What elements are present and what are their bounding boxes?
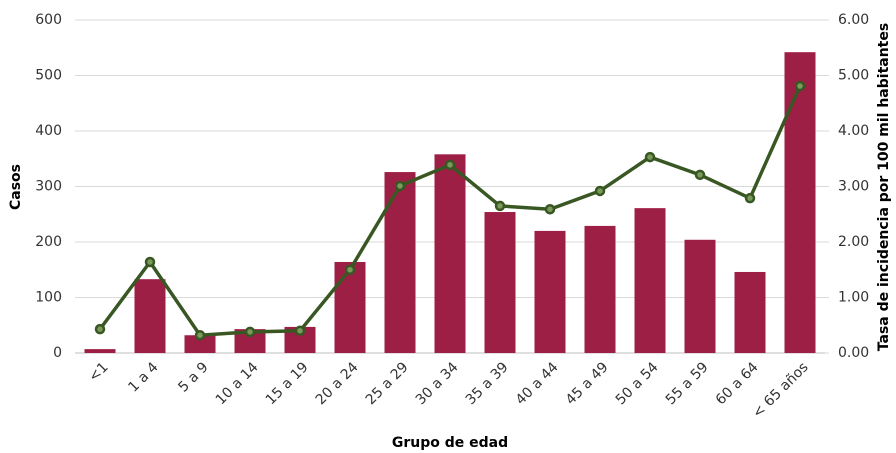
x-tick-label: 10 a 14 bbox=[213, 359, 262, 408]
y-tick-label: 400 bbox=[35, 123, 62, 139]
bar bbox=[634, 208, 666, 353]
bar bbox=[434, 154, 466, 353]
y-tick-label: 600 bbox=[35, 12, 62, 28]
y2-tick-label: 0.00 bbox=[838, 345, 869, 361]
bar bbox=[134, 279, 166, 353]
bar bbox=[234, 329, 266, 353]
y2-tick-label: 3.00 bbox=[838, 179, 869, 195]
x-tick-label: 45 a 49 bbox=[563, 359, 612, 408]
line-marker bbox=[144, 256, 156, 268]
y2-tick-label: 6.00 bbox=[838, 12, 869, 28]
y2-tick-label: 5.00 bbox=[838, 68, 869, 84]
bar bbox=[184, 335, 216, 353]
x-axis-label: Grupo de edad bbox=[392, 435, 508, 451]
y2-tick-label: 2.00 bbox=[838, 234, 869, 250]
line-marker bbox=[494, 200, 506, 212]
line-marker bbox=[594, 185, 606, 197]
bar bbox=[334, 261, 366, 353]
y-tick-label: 500 bbox=[35, 68, 62, 84]
x-tick-label: 5 a 9 bbox=[175, 359, 211, 395]
line-marker bbox=[644, 151, 656, 163]
line-marker bbox=[444, 159, 456, 171]
bar bbox=[534, 230, 566, 353]
x-tick-label: 30 a 34 bbox=[413, 359, 462, 408]
y-tick-label: 300 bbox=[35, 179, 62, 195]
y2-axis-label: Tasa de incidencia por 100 mil habitante… bbox=[876, 23, 892, 351]
bar bbox=[384, 172, 416, 353]
bar bbox=[784, 52, 816, 353]
y-tick-label: 0 bbox=[53, 345, 62, 361]
bar bbox=[584, 225, 616, 353]
y-tick-label: 100 bbox=[35, 290, 62, 306]
x-tick-label: 60 a 64 bbox=[713, 359, 762, 408]
line-marker bbox=[544, 204, 556, 215]
line-marker bbox=[344, 264, 356, 275]
line-marker bbox=[94, 323, 106, 335]
x-tick-label: 25 a 29 bbox=[363, 359, 412, 408]
line-marker bbox=[294, 325, 306, 337]
line-marker bbox=[394, 180, 406, 192]
bar bbox=[734, 271, 766, 353]
bar bbox=[484, 212, 516, 353]
line-marker bbox=[794, 80, 806, 92]
x-tick-label: 55 a 59 bbox=[663, 359, 712, 408]
x-tick-label: 40 a 44 bbox=[513, 359, 562, 408]
y-tick-label: 200 bbox=[35, 234, 62, 250]
line-marker bbox=[244, 326, 256, 338]
bar bbox=[684, 239, 716, 353]
x-tick-label: 35 a 39 bbox=[463, 359, 512, 408]
x-tick-label: 50 a 54 bbox=[613, 359, 662, 408]
y2-tick-label: 1.00 bbox=[838, 290, 869, 306]
line-marker bbox=[694, 169, 706, 181]
line-marker bbox=[194, 329, 206, 341]
line-marker bbox=[744, 192, 756, 204]
x-tick-label: 20 a 24 bbox=[313, 359, 362, 408]
y2-tick-label: 4.00 bbox=[838, 123, 869, 139]
y-axis-label: Casos bbox=[8, 164, 24, 210]
x-tick-label: <1 bbox=[86, 359, 112, 385]
bar bbox=[84, 349, 116, 353]
x-tick-label: 1 a 4 bbox=[125, 359, 161, 395]
x-tick-label: 15 a 19 bbox=[263, 359, 312, 408]
